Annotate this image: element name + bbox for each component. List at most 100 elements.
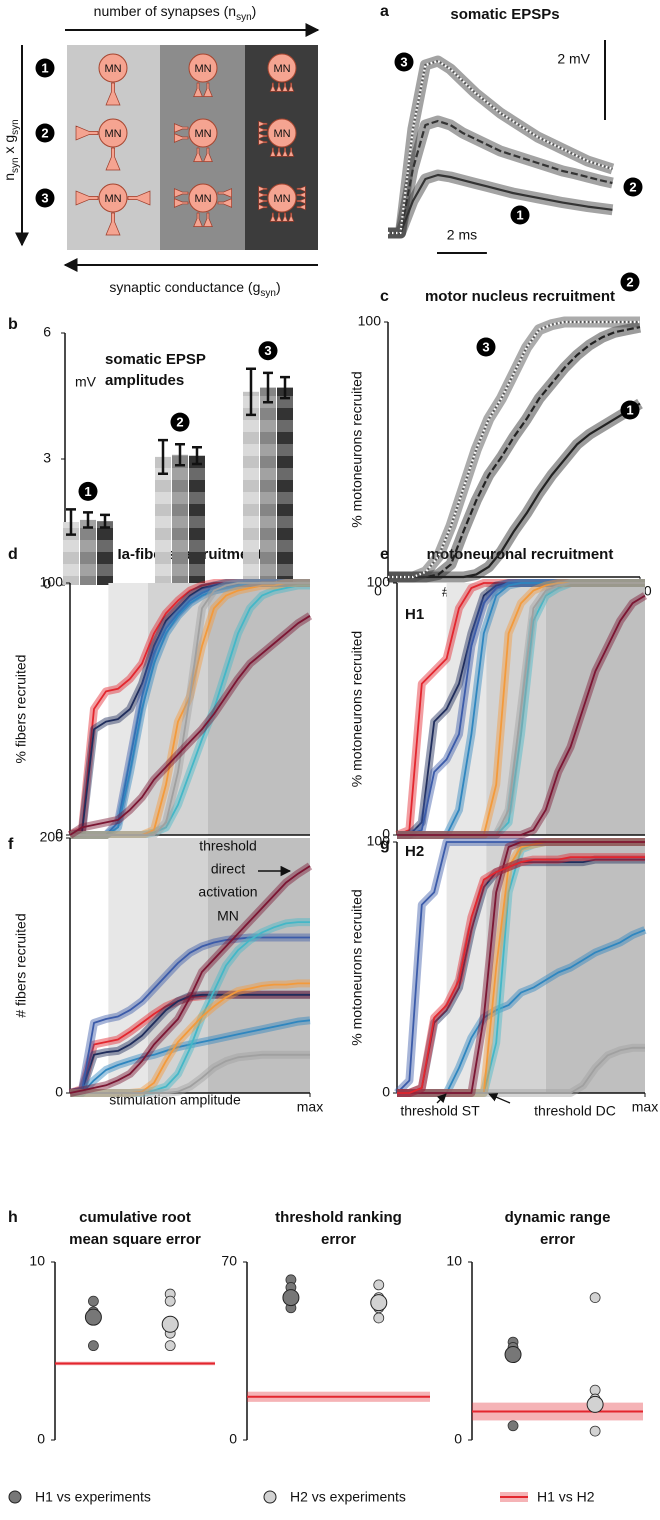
- number-label: 1: [41, 60, 48, 75]
- y-tick-label: 0: [55, 826, 63, 842]
- y-tick-label: 70: [221, 1253, 237, 1269]
- error-bar: [280, 375, 290, 400]
- data-point: [88, 1340, 99, 1352]
- number-label: 3: [482, 339, 489, 354]
- y-tick-label: 100: [367, 833, 391, 849]
- synapse: [281, 147, 289, 157]
- x-tick-label: max: [632, 1099, 658, 1115]
- synapse: [203, 82, 213, 97]
- annotation-arrow: [488, 1093, 511, 1104]
- mean-point: [84, 1308, 102, 1326]
- number-badge: [620, 400, 640, 420]
- text-part: ): [252, 3, 257, 19]
- bar: [277, 387, 293, 585]
- data-point: [164, 1340, 176, 1352]
- number-badge: [35, 123, 55, 143]
- y-axis-label: % motoneurons recruited: [349, 371, 365, 527]
- y-tick-label: 0: [55, 1084, 63, 1100]
- number-label: 3: [41, 190, 48, 205]
- series-line: [70, 1019, 311, 1094]
- mean-point: [504, 1346, 522, 1364]
- y-tick-label: 3: [43, 450, 51, 466]
- x-axis-label: stimulation amplitude: [109, 1092, 241, 1108]
- shaded-region: [208, 583, 310, 835]
- synapse: [193, 147, 203, 162]
- shaded-region: [446, 583, 487, 835]
- chart-title: dynamic range: [505, 1209, 611, 1226]
- data-point: [164, 1295, 176, 1307]
- series-line: [388, 326, 641, 579]
- number-label: 2: [41, 125, 48, 140]
- synapse: [275, 212, 283, 222]
- chart-title: somatic EPSP: [105, 351, 206, 368]
- error-bar: [246, 367, 256, 417]
- axis-label: number of synapses (nsyn): [94, 3, 257, 23]
- number-label: 1: [626, 402, 633, 417]
- chart-title: error: [540, 1231, 575, 1248]
- synapse: [174, 188, 189, 198]
- shaded-region: [545, 842, 645, 1093]
- series-line: [388, 59, 613, 235]
- data-point: [88, 1295, 99, 1307]
- y-tick-label: 200: [40, 829, 64, 845]
- panel-letter: b: [8, 316, 18, 333]
- synapse: [269, 212, 277, 222]
- subscript: syn: [10, 119, 21, 135]
- y-tick-label: 100: [358, 313, 382, 329]
- number-badge: [35, 58, 55, 78]
- motoneuron: [188, 183, 218, 213]
- mean-point: [370, 1294, 388, 1312]
- number-badge: [394, 52, 414, 72]
- bar: [63, 522, 79, 585]
- number-label: 2: [626, 274, 633, 289]
- y-tick-label: 100: [367, 574, 391, 590]
- y-axis-label: % motoneurons recruited: [349, 631, 365, 787]
- series-line: [397, 594, 646, 836]
- number-label: 2: [629, 179, 636, 194]
- series-line: [388, 320, 640, 579]
- motoneuron: [267, 53, 297, 83]
- shaded-region: [486, 583, 546, 835]
- annotation: threshold ST: [400, 1103, 480, 1119]
- chart-title: error: [321, 1231, 356, 1248]
- annotation: threshold: [199, 838, 257, 854]
- motoneuron-label: MN: [194, 128, 211, 140]
- y-tick-label: 0: [382, 1084, 390, 1100]
- synapse: [193, 212, 203, 227]
- synapse: [258, 185, 268, 193]
- y-axis-label: mV: [75, 374, 97, 390]
- series-line: [397, 841, 645, 1094]
- synapse: [75, 190, 99, 206]
- y-tick-label: 6: [43, 324, 51, 340]
- y-tick-label: 0: [43, 576, 51, 592]
- data-point: [589, 1292, 601, 1303]
- axis-label: synaptic conductance (gsyn): [109, 279, 280, 299]
- synapse: [258, 126, 268, 134]
- chart-title: motor nucleus recruitment: [425, 288, 615, 305]
- text-part: x g: [1, 135, 17, 158]
- y-tick-label: 10: [446, 1253, 462, 1269]
- series-line: [388, 173, 613, 235]
- motoneuron: [188, 118, 218, 148]
- data-point: [589, 1425, 601, 1437]
- annotation-arrow: [436, 1093, 447, 1104]
- synapse: [275, 82, 283, 92]
- bar: [97, 521, 113, 585]
- error-bar: [192, 445, 202, 466]
- synapse: [287, 212, 295, 222]
- panel-letter: d: [8, 546, 18, 563]
- legend-marker: [263, 1490, 277, 1504]
- synapse: [174, 133, 189, 143]
- data-point: [373, 1279, 385, 1291]
- subscript: syn: [260, 288, 276, 299]
- motoneuron: [267, 118, 297, 148]
- text-part: n: [1, 173, 17, 181]
- panel-letter: e: [380, 546, 389, 563]
- shaded-region: [545, 583, 645, 835]
- synapse: [296, 191, 306, 199]
- chart-title: motoneuronal recruitment: [427, 546, 614, 563]
- motoneuron: [98, 183, 128, 213]
- motoneuron-label: MN: [104, 63, 121, 75]
- panel-letter: c: [380, 288, 389, 305]
- scale-bar-label: 2 ms: [447, 227, 477, 243]
